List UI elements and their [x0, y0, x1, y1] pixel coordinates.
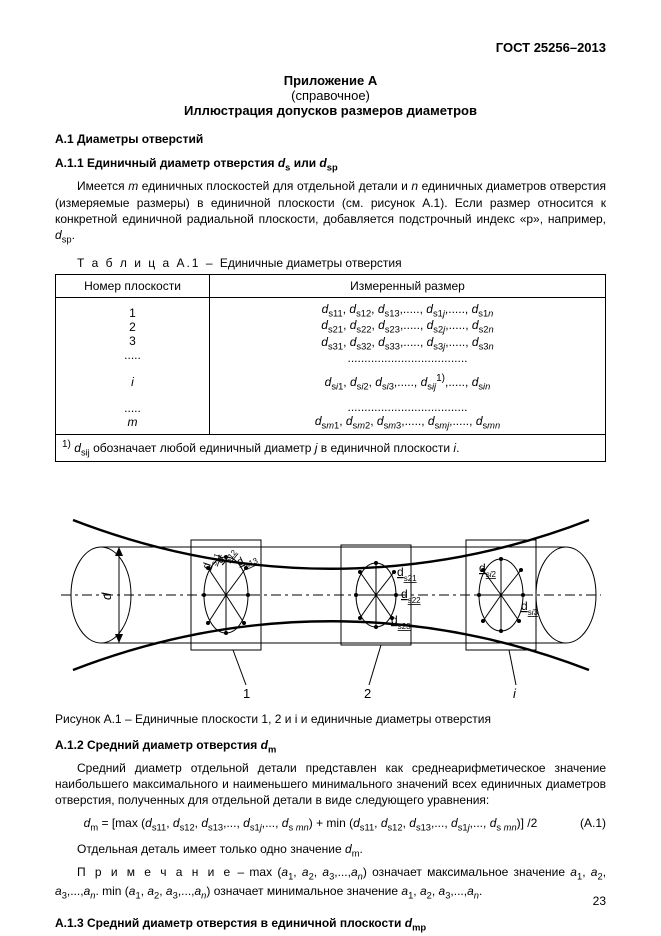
fig-lbl-1: 1 [243, 686, 250, 700]
eq-body: dm = [max (ds11, ds12, ds13,..., ds1j,..… [55, 816, 566, 832]
fn-sup: 1) [62, 439, 71, 450]
txt: Имеется [77, 179, 128, 193]
table-footnote-row: 1) dsij обозначает любой единичный диаме… [56, 434, 606, 461]
var-m: m [128, 179, 138, 193]
section-a11-title: А.1.1 Единичный диаметр отверстия ds или… [55, 156, 606, 172]
fn-c: в единичной плоскости [317, 441, 453, 455]
txt: единичных плоскостей для отдельной детал… [138, 179, 411, 193]
fig-lbl-i: i [513, 686, 517, 700]
plane-dots2: ..... m [56, 396, 210, 435]
table-a1: Номер плоскости Измеренный размер 1 2 3 … [55, 274, 606, 462]
section-a12-title: А.1.2 Средний диаметр отверстия dm [55, 738, 606, 754]
document-id: ГОСТ 25256–2013 [55, 40, 606, 55]
meas-row1: ds11, ds12, ds13,....., ds1j,....., ds1n [216, 302, 599, 318]
col1-header: Номер плоскости [56, 274, 210, 297]
txt: . [72, 228, 75, 242]
fig-lbl-d: d [99, 592, 114, 600]
a11-lead: А.1.1 Единичный диаметр отверстия [55, 156, 278, 170]
table-row: i dsi1, dsi2, dsi3,....., dsij1),....., … [56, 369, 606, 395]
var-d-sub: sp [62, 234, 72, 244]
meas-row3: ds31, ds32, ds33,....., ds3j,....., ds3n [216, 335, 599, 351]
table-row: 1 2 3 ..... ds11, ds12, ds13,....., ds1j… [56, 297, 606, 369]
plane-2: 2 [62, 320, 203, 334]
plane-dots: ..... [62, 348, 203, 362]
table-footnote: 1) dsij обозначает любой единичный диаме… [56, 434, 606, 461]
plane-3: 3 [62, 334, 203, 348]
heading-line3: Иллюстрация допусков размеров диаметров [55, 103, 606, 118]
meas-row-m: .................................... dsm… [210, 396, 606, 435]
svg-text:ds23: ds23 [391, 613, 411, 631]
appendix-heading: Приложение А (справочное) Иллюстрация до… [55, 73, 606, 118]
caption-lead: Т а б л и ц а А.1 – [77, 256, 220, 270]
fn-end: . [456, 441, 459, 455]
table-row: ..... m ................................… [56, 396, 606, 435]
a12-sym-sub: m [268, 744, 276, 754]
plane-i: i [56, 369, 210, 395]
fn-d-sub: sij [81, 447, 90, 457]
caption-rest: Единичные диаметры отверстия [220, 256, 402, 270]
a12-lead: А.1.2 Средний диаметр отверстия [55, 738, 261, 752]
section-a13-title: А.1.3 Средний диаметр отверстия в единич… [55, 916, 606, 932]
col2-header: Измеренный размер [210, 274, 606, 297]
table-caption: Т а б л и ц а А.1 – Единичные диаметры о… [55, 256, 606, 270]
svg-text:ds21: ds21 [397, 565, 417, 583]
page-number: 23 [593, 894, 606, 908]
a11-sym2-sub: sp [327, 162, 338, 172]
note-lead: П р и м е ч а н и е [77, 865, 232, 879]
a11-or: или [290, 156, 319, 170]
a11-body: Имеется m единичных плоскостей для отдел… [55, 178, 606, 246]
figure-svg: d ds11 ds12 ds13 ds21 ds22 ds23 dsi2 dsi… [61, 490, 601, 700]
plane-1: 1 [62, 306, 203, 320]
figure-caption: Рисунок А.1 – Единичные плоскости 1, 2 и… [55, 711, 606, 727]
a12-sym: d [261, 738, 268, 752]
eq-num: (А.1) [566, 816, 606, 830]
fn-d: d [74, 441, 81, 455]
fn-b: обозначает любой единичный диаметр [90, 441, 315, 455]
svg-text:dsi2: dsi2 [479, 561, 496, 579]
note: П р и м е ч а н и е – max (a1, a2, a3,..… [55, 864, 606, 902]
figure-a1: d ds11 ds12 ds13 ds21 ds22 ds23 dsi2 dsi… [55, 490, 606, 703]
section-a1-title: А.1 Диаметры отверстий [55, 132, 606, 146]
a12-body2: Отдельная деталь имеет только одно значе… [55, 841, 606, 860]
a12-body1: Средний диаметр отдельной детали предста… [55, 760, 606, 809]
heading-line1: Приложение А [55, 73, 606, 88]
a11-sym2: d [319, 156, 326, 170]
table-header-row: Номер плоскости Измеренный размер [56, 274, 606, 297]
svg-text:ds13: ds13 [235, 550, 259, 572]
heading-line2: (справочное) [55, 88, 606, 103]
plane-cell: 1 2 3 ..... [56, 297, 210, 369]
var-d: d [55, 228, 62, 242]
meas-row-i: dsi1, dsi2, dsi3,....., dsij1),....., ds… [210, 369, 606, 395]
meas-dots: .................................... [216, 351, 599, 365]
meas-cell-1: ds11, ds12, ds13,....., ds1j,....., ds1n… [210, 297, 606, 369]
fig-lbl-2: 2 [364, 686, 371, 700]
equation-a1: dm = [max (ds11, ds12, ds13,..., ds1j,..… [55, 816, 606, 832]
meas-row2: ds21, ds22, ds23,....., ds2j,....., ds2n [216, 318, 599, 334]
